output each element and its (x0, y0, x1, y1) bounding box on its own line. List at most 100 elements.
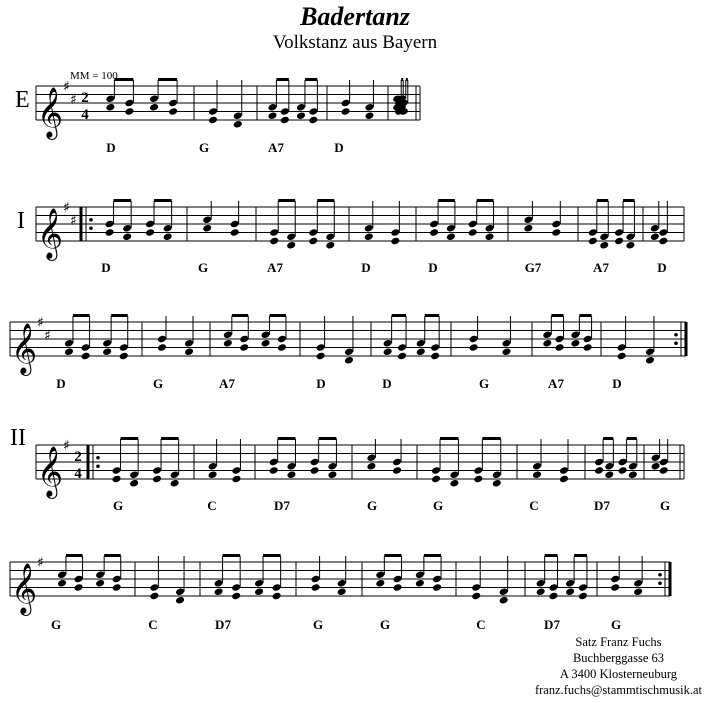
notehead (543, 331, 552, 338)
notehead (105, 229, 114, 236)
chord-symbol: A7 (548, 376, 564, 391)
note-beam (276, 78, 289, 81)
chord-symbol: G (659, 498, 671, 513)
sharp-icon: ♯ (44, 328, 51, 344)
notehead (397, 352, 407, 360)
notehead (393, 584, 402, 591)
treble-clef-icon: 𝄞 (37, 446, 63, 499)
notehead (566, 580, 575, 587)
notehead (74, 584, 83, 591)
notehead (223, 331, 232, 338)
notehead (650, 225, 659, 232)
notehead (431, 352, 440, 360)
notehead (214, 588, 223, 595)
notehead (96, 580, 105, 587)
repeat-dot (89, 217, 93, 222)
treble-clef-icon: 𝄞 (37, 87, 63, 140)
notehead (81, 352, 90, 360)
chord-symbol: D (361, 260, 371, 275)
song-subtitle: Volkstanz aus Bayern (272, 32, 438, 53)
chord-symbol: C (476, 617, 486, 632)
notehead (628, 463, 637, 470)
note-beam (161, 437, 179, 440)
notehead (280, 116, 289, 124)
repeat-dot (658, 581, 662, 586)
notehead (626, 242, 635, 249)
notehead (365, 104, 374, 111)
notehead (588, 229, 597, 236)
notehead (659, 237, 668, 245)
notehead (230, 220, 239, 228)
notehead (474, 475, 483, 483)
notehead (628, 471, 637, 478)
notehead (203, 225, 212, 232)
time-signature-top: 2 (81, 90, 89, 106)
notehead (150, 95, 159, 102)
notehead (310, 467, 319, 474)
notehead (614, 229, 624, 236)
notehead (499, 597, 508, 604)
notehead (399, 108, 408, 115)
notehead (163, 233, 172, 240)
notehead (450, 471, 459, 478)
notehead (272, 584, 281, 591)
notehead (268, 104, 277, 111)
treble-clef-icon: 𝄞 (11, 563, 37, 616)
notehead (578, 584, 588, 591)
chord-symbol: C (207, 498, 217, 513)
credit-line: A 3400 Klosterneuburg (559, 667, 678, 681)
notehead (617, 344, 626, 351)
notehead (392, 458, 402, 466)
note-beam (405, 78, 408, 81)
notehead (474, 467, 483, 474)
notehead (337, 580, 346, 587)
notehead (157, 344, 167, 351)
note-beam (277, 437, 296, 440)
tempo-marking: MM = 100 (70, 70, 118, 82)
time-signature-top: 2 (74, 449, 82, 465)
notehead (105, 220, 114, 228)
notehead (552, 229, 561, 236)
notehead (536, 588, 545, 595)
sharp-icon: ♯ (70, 92, 77, 108)
note-beam (154, 199, 172, 202)
repeat-dot (674, 341, 678, 346)
notehead (502, 340, 511, 347)
notehead (309, 108, 318, 115)
notehead (169, 108, 178, 115)
notehead (112, 575, 121, 583)
notehead (309, 229, 318, 236)
chord-symbol: G (432, 498, 444, 513)
notehead (130, 480, 139, 487)
notehead (232, 475, 241, 483)
notehead (309, 237, 318, 245)
notehead (112, 467, 121, 474)
chord-symbol: D (101, 260, 111, 275)
notehead (103, 340, 112, 347)
note-beam (318, 437, 337, 440)
notehead (399, 99, 408, 107)
notehead (232, 592, 241, 600)
notehead (157, 335, 167, 343)
note-beam (391, 314, 407, 317)
notehead (367, 463, 376, 470)
notehead (552, 220, 561, 228)
notehead (268, 112, 277, 119)
note-beam (317, 199, 335, 202)
notehead (74, 575, 83, 583)
notehead (311, 584, 320, 591)
notehead (316, 344, 325, 351)
notehead (269, 467, 278, 474)
notehead (532, 463, 542, 470)
notehead (326, 233, 335, 240)
notehead (145, 229, 155, 236)
chord-symbol: D (382, 376, 392, 391)
notehead (261, 331, 270, 338)
credit-line: franz.fuchs@stammtischmusik.at (534, 683, 702, 697)
notehead (287, 233, 296, 240)
chord-symbol: A7 (268, 140, 284, 155)
notehead (57, 580, 67, 587)
chord-symbol: A7 (219, 376, 235, 391)
notehead (502, 348, 511, 355)
